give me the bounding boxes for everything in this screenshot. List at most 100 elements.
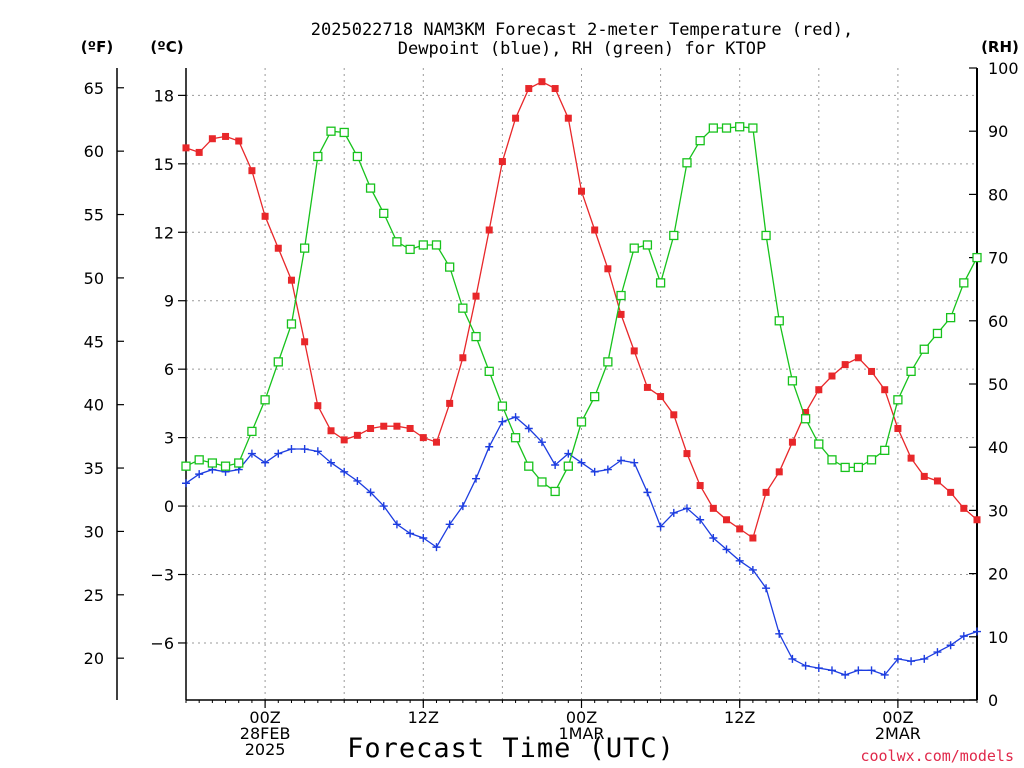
tick-label-x: 28FEB [240,724,291,743]
tick-label-rh: 90 [988,122,1008,141]
data-point-rh [800,414,811,424]
data-point-rh [445,262,455,272]
data-point-rh [484,366,494,377]
tick-label-celsius: 18 [154,86,174,105]
tick-label-rh: 60 [988,312,1008,331]
data-point-rh [234,458,244,468]
data-point-dewpoint [946,641,955,650]
data-point-temperature [340,436,348,444]
data-point-dewpoint [485,442,494,451]
data-point-temperature [670,411,678,419]
data-point-temperature [406,424,414,432]
data-point-rh [616,290,626,301]
data-point-temperature [802,409,810,417]
tick-label-celsius: −3 [150,566,174,585]
tick-label-rh: 100 [988,59,1019,78]
data-point-temperature [907,454,915,462]
left-axis-unit-celsius: (ºC) [150,38,183,56]
data-point-dewpoint [551,460,560,469]
tick-label-rh: 20 [988,565,1008,584]
data-point-dewpoint [340,467,349,476]
data-point-rh [576,417,587,427]
data-point-temperature [709,504,717,512]
data-point-dewpoint [432,543,441,552]
data-point-temperature [683,450,691,458]
data-point-rh [220,461,231,471]
tick-label-rh: 70 [988,249,1008,268]
data-point-temperature [525,85,533,93]
data-point-rh [405,244,415,255]
data-point-rh [774,316,784,326]
credit-link[interactable]: coolwx.com/models [860,747,1014,765]
data-point-temperature [828,372,836,380]
left-axis-unit-fahrenheit: (ºF) [81,38,113,56]
data-point-dewpoint [195,470,204,479]
tick-label-rh: 50 [988,375,1008,394]
data-point-dewpoint [775,629,784,638]
tick-label-fahrenheit: 50 [84,269,104,288]
tick-label-rh: 0 [988,691,998,710]
data-point-temperature [327,427,335,435]
series-rh [181,122,982,497]
data-point-rh [286,319,297,329]
x-axis-title: Forecast Time (UTC) [347,733,675,764]
data-point-rh [524,461,534,471]
data-point-dewpoint [313,447,322,456]
data-point-dewpoint [630,458,639,467]
data-point-rh [181,461,191,471]
data-point-dewpoint [682,504,691,513]
data-point-temperature [630,347,638,355]
data-point-rh [352,151,363,162]
data-point-rh [339,127,349,138]
data-point-rh [365,183,376,193]
data-point-temperature [960,504,968,512]
tick-label-x: 12Z [408,708,439,727]
chart-grid [186,68,977,700]
data-point-dewpoint [564,449,573,458]
tick-label-x: 1MAR [558,724,604,743]
data-point-dewpoint [722,545,731,554]
data-point-temperature [498,158,506,166]
data-point-dewpoint [643,488,652,497]
data-point-temperature [643,383,651,391]
data-point-rh [563,461,573,471]
data-point-temperature [736,525,744,533]
data-point-temperature [287,276,295,284]
data-point-rh [590,391,600,402]
data-point-temperature [788,438,796,446]
data-point-temperature [419,434,427,442]
data-point-rh [932,328,943,339]
tick-label-rh: 10 [988,628,1008,647]
data-point-rh [866,455,877,465]
data-point-temperature [248,167,256,175]
data-point-dewpoint [617,456,626,465]
data-point-rh [721,123,732,133]
data-point-temperature [617,310,625,318]
tick-label-x: 00Z [249,708,280,727]
data-point-rh [299,243,310,253]
data-point-temperature [222,132,230,140]
data-point-temperature [367,424,375,432]
data-point-temperature [446,399,454,407]
data-point-rh [260,395,270,405]
data-point-dewpoint [498,417,507,426]
data-point-dewpoint [867,666,876,675]
data-point-dewpoint [933,648,942,657]
tick-label-x: 2025 [245,740,286,759]
data-point-dewpoint [577,458,586,467]
data-point-temperature [749,534,757,542]
data-point-rh [893,395,903,405]
data-point-dewpoint [827,666,836,675]
tick-label-rh: 80 [988,185,1008,204]
tick-label-fahrenheit: 20 [84,649,104,668]
tick-label-celsius: 3 [164,429,174,448]
data-point-dewpoint [287,445,296,454]
data-point-dewpoint [814,664,823,673]
tick-label-x: 2MAR [875,724,921,743]
data-point-temperature [578,187,585,195]
data-point-dewpoint [445,520,454,529]
chart-title-line1: 2025022718 NAM3KM Forecast 2-meter Tempe… [311,20,853,40]
data-point-temperature [657,393,665,401]
data-point-temperature [208,135,216,143]
data-point-dewpoint [603,465,612,474]
